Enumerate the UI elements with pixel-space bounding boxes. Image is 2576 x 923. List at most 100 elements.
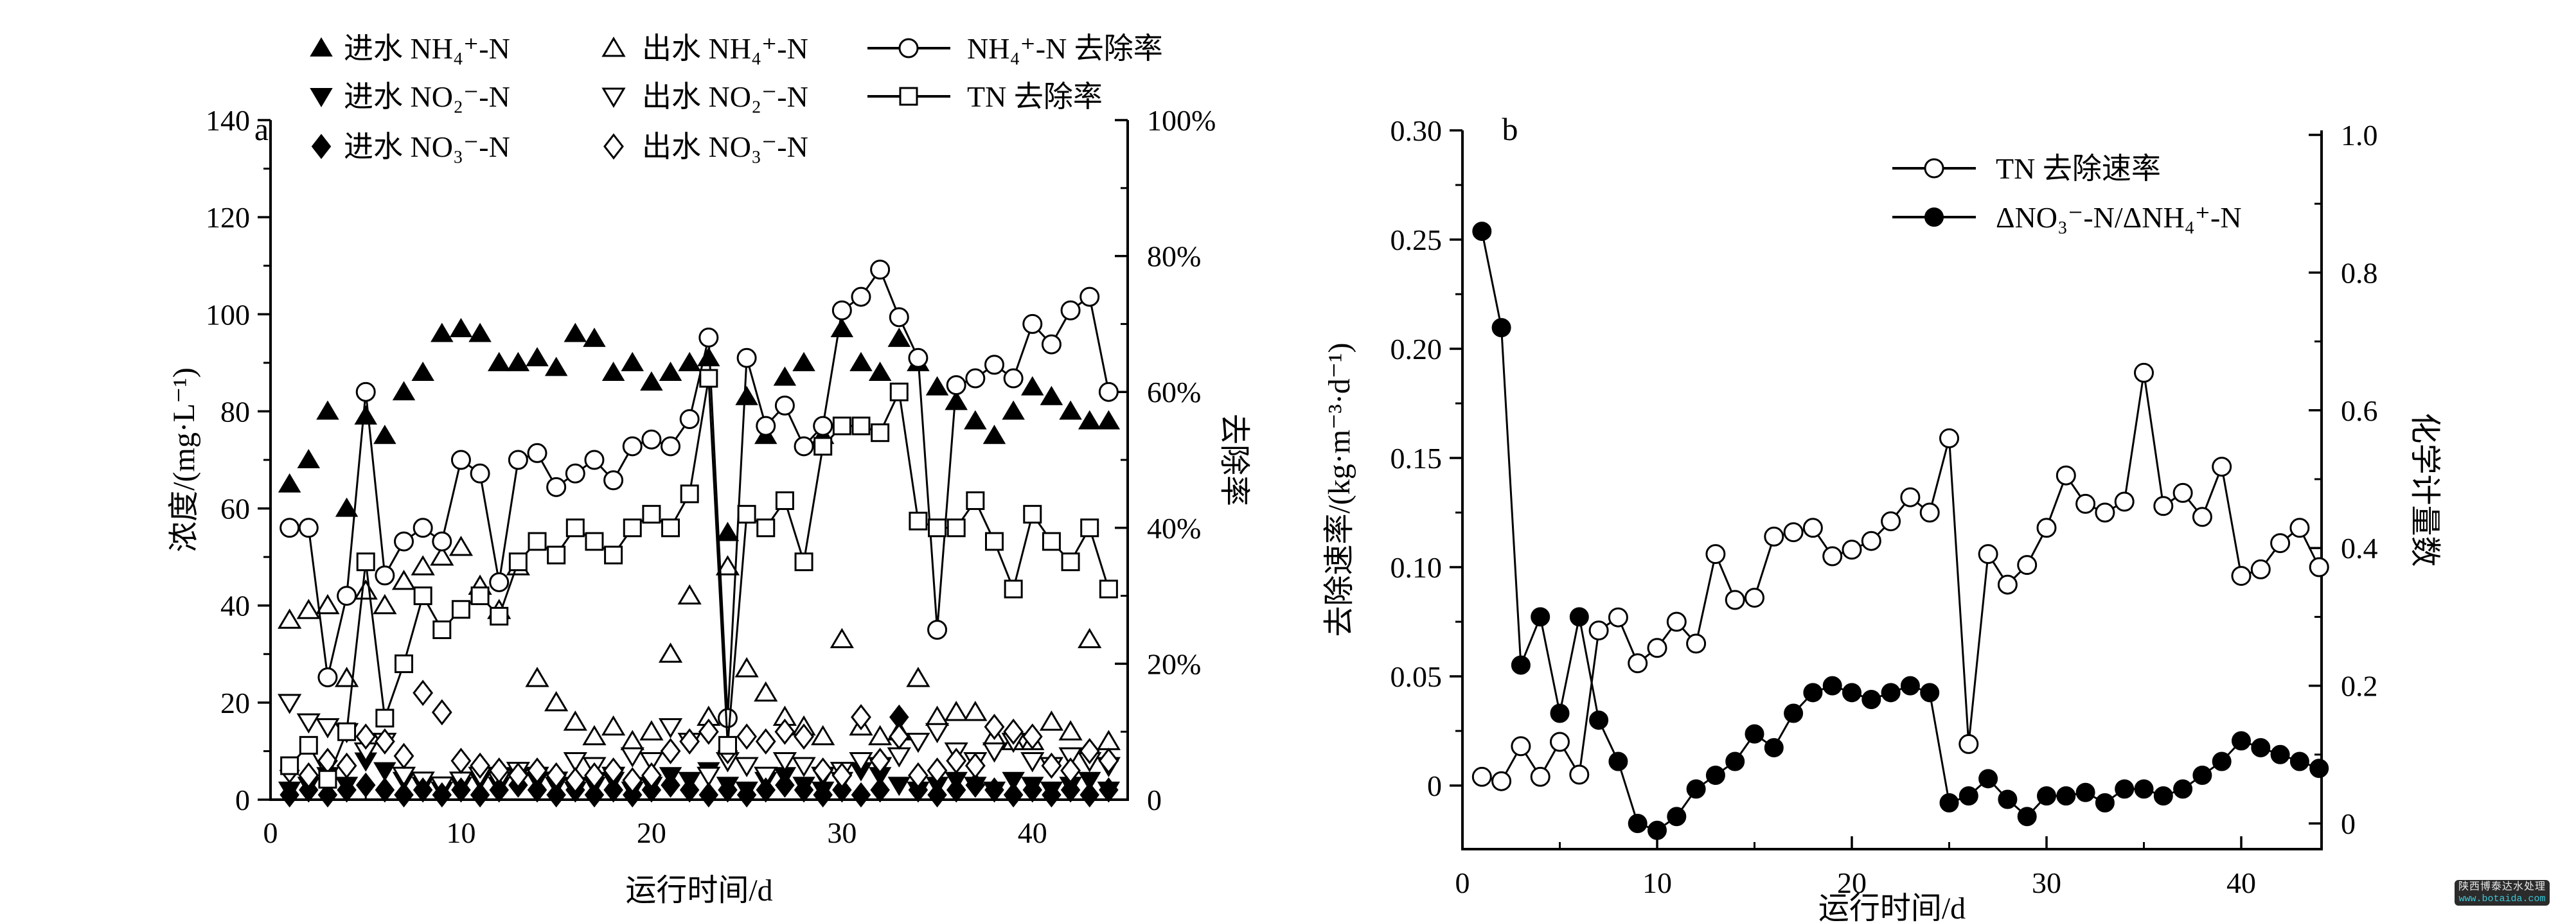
data-point-进水 NH₄⁺-N (1040, 385, 1063, 405)
panel-b-yright-tick-label: 0.8 (2341, 256, 2378, 289)
data-point-ΔNO₃⁻-N/ΔNH₄⁺-N (1686, 779, 1706, 799)
data-point-进水 NO₃⁻-N (794, 777, 814, 803)
data-point-ΔNO₃⁻-N/ΔNH₄⁺-N (1842, 683, 1861, 703)
data-point-出水 NO₃⁻-N (774, 718, 795, 745)
data-point-进水 NH₄⁺-N (354, 405, 377, 425)
data-point-进水 NH₄⁺-N (564, 322, 587, 342)
data-point-TN 去除速率 (1530, 766, 1550, 787)
series-line-ΔNO₃⁻-N/ΔNH₄⁺-N (1480, 231, 2320, 832)
data-point-出水 NH₄⁺-N (906, 667, 930, 687)
data-point-进水 NO₃⁻-N (413, 777, 433, 803)
data-point-TN 去除率 (547, 545, 566, 565)
data-point-NH₄⁺-N 去除率 (965, 368, 986, 389)
data-point-出水 NH₄⁺-N (963, 701, 988, 721)
data-point-NH₄⁺-N 去除率 (717, 708, 738, 728)
data-point-进水 NO₃⁻-N (394, 782, 414, 808)
data-point-出水 NH₄⁺-N (830, 628, 854, 649)
data-point-ΔNO₃⁻-N/ΔNH₄⁺-N (2017, 807, 2037, 827)
data-point-进水 NH₄⁺-N (601, 362, 625, 381)
data-point-TN 去除率 (604, 545, 623, 565)
data-point-进水 NH₄⁺-N (678, 351, 701, 371)
data-point-TN 去除率 (794, 552, 813, 572)
data-point-TN 去除速率 (1471, 766, 1492, 787)
data-point-出水 NO₃⁻-N (889, 723, 910, 750)
data-point-ΔNO₃⁻-N/ΔNH₄⁺-N (2153, 786, 2173, 806)
data-point-进水 NO₂⁻-N (1002, 771, 1025, 791)
data-point-出水 NO₂⁻-N (563, 752, 587, 773)
data-point-ΔNO₃⁻-N/ΔNH₄⁺-N (2115, 779, 2135, 799)
data-point-进水 NH₄⁺-N (487, 351, 511, 371)
data-point-进水 NO₃⁻-N (584, 782, 605, 808)
data-point-进水 NO₃⁻-N (851, 782, 871, 808)
data-point-ΔNO₃⁻-N/ΔNH₄⁺-N (2075, 782, 2095, 802)
data-point-TN 去除速率 (2309, 557, 2329, 577)
data-point-进水 NH₄⁺-N (716, 522, 740, 541)
data-point-TN 去除速率 (2017, 555, 2038, 576)
data-point-进水 NH₄⁺-N (640, 371, 663, 391)
data-point-TN 去除速率 (2172, 482, 2193, 503)
data-point-TN 去除率 (680, 484, 699, 504)
data-point-TN 去除率 (909, 511, 928, 531)
data-point-TN 去除率 (661, 518, 680, 538)
panel-a-x-tick-label: 10 (446, 816, 475, 849)
data-point-TN 去除速率 (1491, 771, 1512, 791)
legend-marker-进水 NO₃⁻-N (311, 134, 332, 159)
legend-marker-NH₄⁺-N 去除率 (898, 38, 919, 58)
data-point-进水 NO₂⁻-N (887, 777, 911, 796)
data-point-NH₄⁺-N 去除率 (489, 572, 510, 592)
legend-label-进水 NO₂⁻-N: 进水 NO₂⁻-N (344, 80, 510, 113)
data-point-ΔNO₃⁻-N/ΔNH₄⁺-N (2309, 759, 2329, 778)
data-point-出水 NO₃⁻-N (812, 757, 833, 784)
legend-label-进水 NH₄⁺-N: 进水 NH₄⁺-N (344, 32, 510, 65)
data-point-TN 去除率 (775, 491, 794, 510)
panel-b-x-tick-label: 10 (1642, 866, 1672, 899)
data-point-ΔNO₃⁻-N/ΔNH₄⁺-N (2134, 779, 2154, 799)
data-point-TN 去除速率 (1764, 526, 1784, 547)
data-point-出水 NO₃⁻-N (1041, 752, 1062, 779)
data-point-出水 NO₂⁻-N (887, 747, 911, 768)
series-进水 NO₃⁻-N (280, 704, 1119, 808)
data-point-出水 NO₃⁻-N (869, 748, 891, 774)
data-point-ΔNO₃⁻-N/ΔNH₄⁺-N (1998, 789, 2018, 809)
data-point-TN 去除率 (871, 423, 890, 443)
data-point-进水 NO₃⁻-N (546, 782, 566, 808)
data-point-出水 NO₃⁻-N (488, 757, 510, 784)
data-point-TN 去除速率 (1861, 531, 1881, 551)
data-point-TN 去除率 (946, 518, 966, 538)
data-point-进水 NO₃⁻-N (527, 777, 547, 803)
data-point-进水 NO₃⁻-N (432, 782, 452, 808)
data-point-TN 去除速率 (1588, 620, 1609, 641)
data-point-ΔNO₃⁻-N/ΔNH₄⁺-N (2173, 779, 2193, 799)
panel-b-x-tick-label: 0 (1455, 866, 1470, 899)
data-point-TN 去除速率 (1745, 588, 1764, 608)
data-point-进水 NO₃⁻-N (1003, 782, 1024, 808)
panel-b-yright-tick-label: 0.4 (2341, 532, 2378, 565)
data-point-ΔNO₃⁻-N/ΔNH₄⁺-N (1978, 769, 1998, 789)
data-point-出水 NH₄⁺-N (1096, 730, 1121, 750)
data-point-NH₄⁺-N 去除率 (413, 518, 433, 538)
panel-a-x-axis-title: 运行时间/d (625, 874, 772, 908)
data-point-ΔNO₃⁻-N/ΔNH₄⁺-N (1881, 683, 1901, 703)
data-point-TN 去除速率 (2270, 533, 2291, 554)
data-point-进水 NH₄⁺-N (735, 385, 758, 405)
data-point-TN 去除率 (966, 491, 985, 510)
panel-b-yright-tick-label: 0.2 (2341, 670, 2378, 703)
data-point-ΔNO₃⁻-N/ΔNH₄⁺-N (1705, 765, 1725, 785)
data-point-NH₄⁺-N 去除率 (774, 395, 795, 416)
data-point-出水 NO₃⁻-N (450, 748, 472, 774)
data-point-进水 NO₃⁻-N (280, 782, 299, 808)
data-point-进水 NO₃⁻-N (698, 782, 719, 808)
data-point-出水 NO₂⁻-N (697, 766, 721, 787)
data-point-出水 NH₄⁺-N (373, 593, 397, 615)
data-point-出水 NO₃⁻-N (755, 728, 776, 755)
legend-label-TN 去除速率: TN 去除速率 (1996, 152, 2161, 185)
data-point-进水 NO₃⁻-N (299, 777, 319, 803)
data-point-出水 NH₄⁺-N (411, 555, 435, 576)
data-point-TN 去除速率 (1997, 574, 2018, 595)
data-point-TN 去除速率 (1900, 487, 1921, 507)
data-point-TN 去除率 (508, 552, 528, 572)
data-point-NH₄⁺-N 去除率 (889, 307, 909, 328)
data-point-TN 去除速率 (1822, 546, 1843, 567)
panel-a-x-tick-label: 30 (827, 816, 857, 849)
panel-a-yright-tick-label: 0 (1147, 784, 1162, 816)
